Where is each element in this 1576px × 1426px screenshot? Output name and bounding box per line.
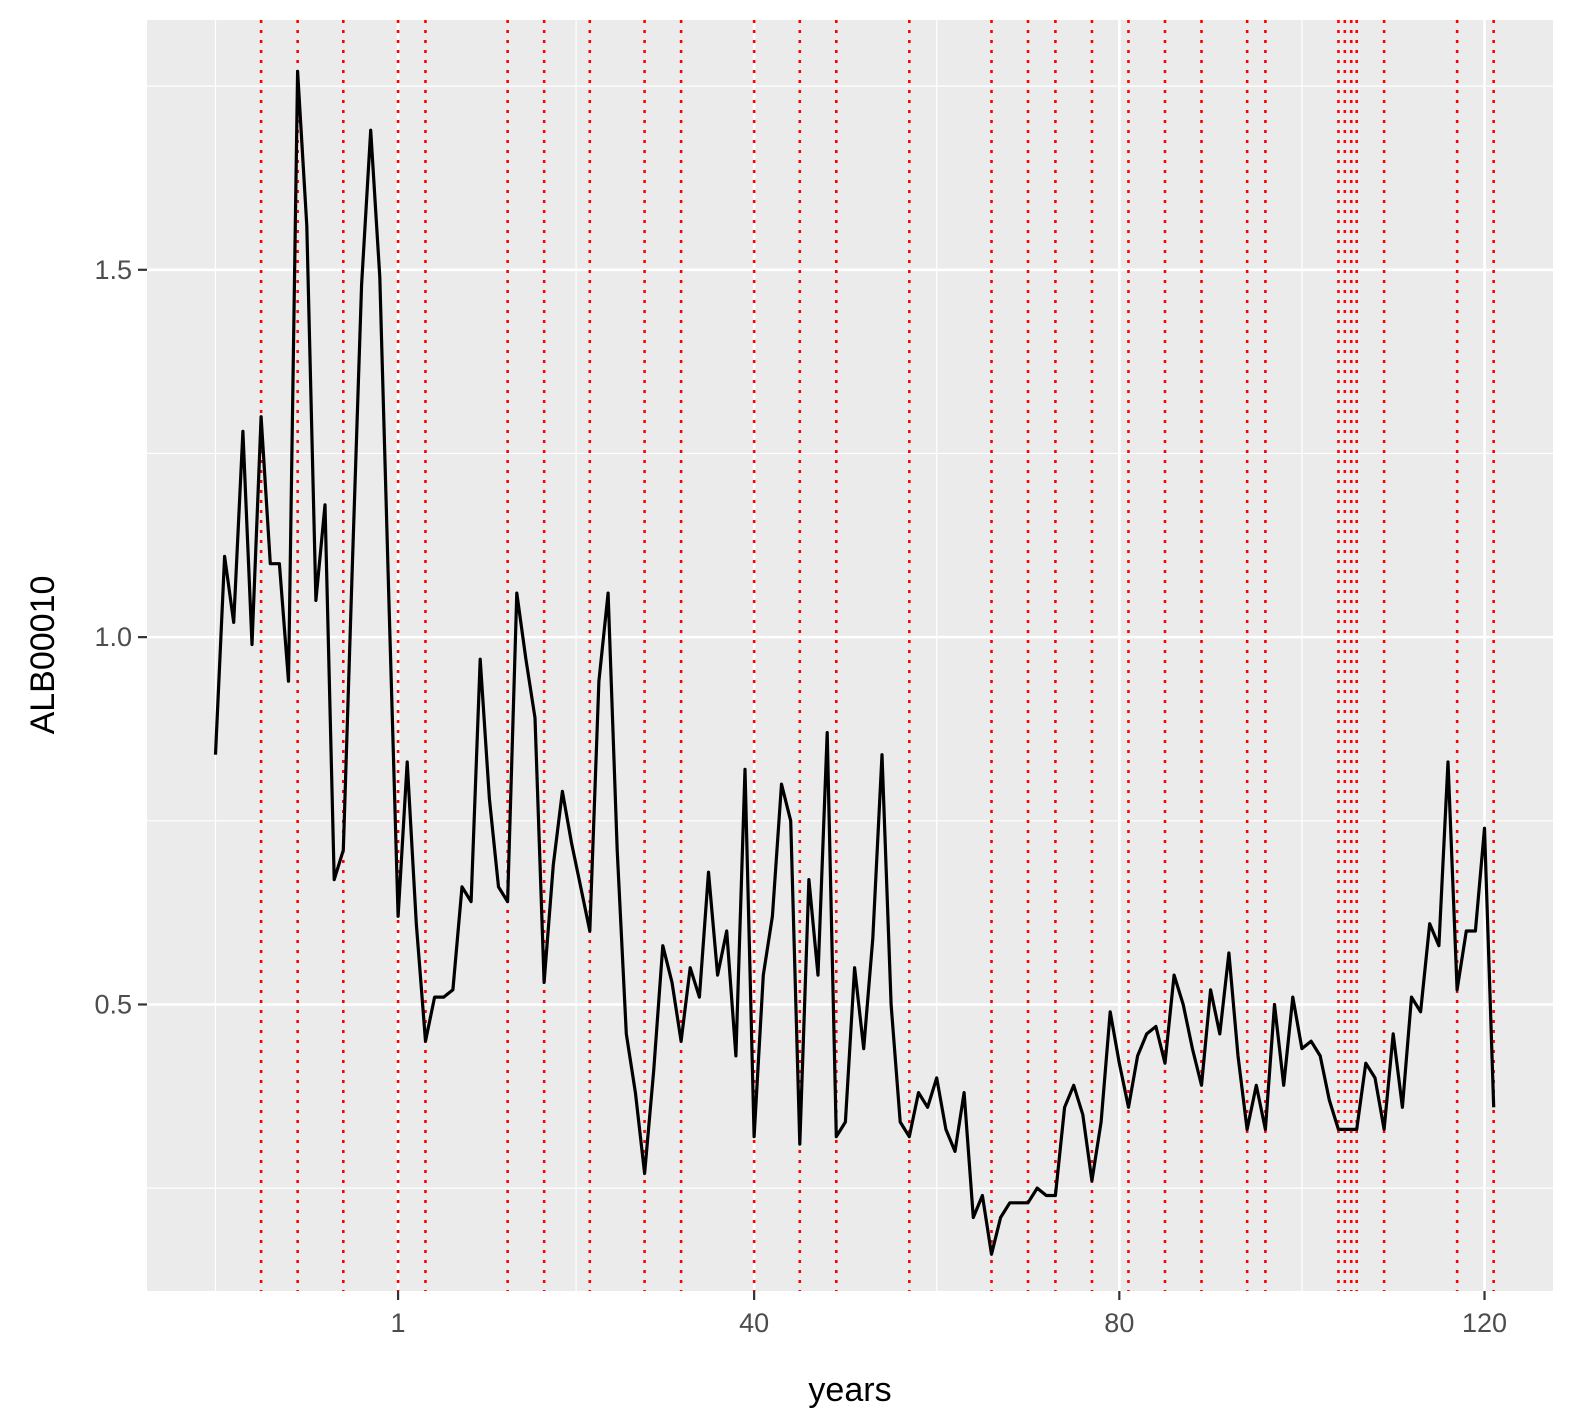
y-tick-label: 1.5: [94, 255, 132, 285]
x-tick-label: 120: [1462, 1308, 1507, 1338]
panel-background: [147, 20, 1553, 1291]
y-axis-title: ALB00010: [24, 576, 62, 735]
y-tick-label: 1.0: [94, 622, 132, 652]
x-tick-label: 1: [391, 1308, 406, 1338]
x-tick-label: 40: [739, 1308, 769, 1338]
y-tick-label: 0.5: [94, 989, 132, 1019]
x-axis-title: years: [808, 1371, 891, 1409]
x-tick-label: 80: [1104, 1308, 1134, 1338]
